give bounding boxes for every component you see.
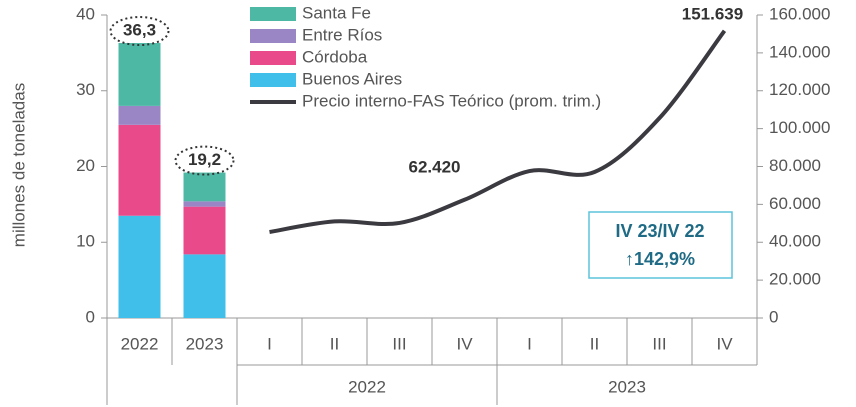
x-tick-label: III bbox=[652, 334, 666, 353]
annotation-text: ↑142,9% bbox=[625, 249, 695, 269]
legend-swatch bbox=[250, 29, 296, 43]
y-tick-label: 40 bbox=[76, 4, 95, 23]
x-tick-label: II bbox=[330, 334, 339, 353]
bar-segment bbox=[118, 43, 161, 106]
y-tick-label: 20 bbox=[76, 156, 95, 175]
x-tick-label: I bbox=[267, 334, 272, 353]
x-group-label: 2022 bbox=[348, 377, 386, 396]
legend-label: Córdoba bbox=[302, 47, 368, 66]
y-tick-label: 30 bbox=[76, 80, 95, 99]
value-label: 62.420 bbox=[409, 157, 461, 176]
legend-swatch bbox=[250, 73, 296, 87]
legend-label: Buenos Aires bbox=[302, 69, 402, 88]
annotation-box bbox=[588, 211, 733, 279]
bar-segment bbox=[183, 206, 226, 255]
line bbox=[269, 29, 727, 234]
legend-swatch bbox=[250, 7, 296, 21]
y2-tick-label: 160.000 bbox=[769, 4, 830, 23]
x-tick-label: IV bbox=[716, 334, 733, 353]
legend-label: Precio interno-FAS Teórico (prom. trim.) bbox=[302, 91, 601, 110]
x-tick-label: I bbox=[527, 334, 532, 353]
y-tick-label: 10 bbox=[76, 232, 95, 251]
bar-segment bbox=[183, 254, 226, 318]
y2-tick-label: 20.000 bbox=[769, 270, 821, 289]
y2-tick-label: 0 bbox=[769, 307, 778, 326]
y2-tick-label: 60.000 bbox=[769, 194, 821, 213]
bar-segment bbox=[118, 215, 161, 318]
legend-swatch bbox=[250, 51, 296, 65]
x-tick-label: III bbox=[392, 334, 406, 353]
bar-segment bbox=[118, 124, 161, 216]
total-marker bbox=[109, 16, 170, 47]
bar-segment bbox=[118, 105, 161, 125]
y2-tick-label: 100.000 bbox=[769, 118, 830, 137]
bar-segment bbox=[183, 201, 226, 207]
bar-segment bbox=[183, 172, 226, 202]
total-label: 36,3 bbox=[123, 21, 156, 40]
y2-tick-label: 80.000 bbox=[769, 156, 821, 175]
x-tick-label: II bbox=[590, 334, 599, 353]
annotation-title: IV 23/IV 22 bbox=[615, 221, 704, 241]
y2-tick-label: 120.000 bbox=[769, 80, 830, 99]
x-tick-label: 2022 bbox=[121, 334, 159, 353]
y-axis-label: millones de toneladas bbox=[9, 83, 28, 247]
y2-tick-label: 140.000 bbox=[769, 42, 830, 61]
x-tick-label: IV bbox=[456, 334, 473, 353]
y-tick-label: 0 bbox=[86, 307, 95, 326]
total-label: 19,2 bbox=[188, 150, 221, 169]
value-label: 151.639 bbox=[682, 4, 743, 23]
legend-label: Santa Fe bbox=[302, 3, 371, 22]
total-marker bbox=[174, 145, 235, 176]
x-tick-label: 2023 bbox=[186, 334, 224, 353]
y2-tick-label: 40.000 bbox=[769, 232, 821, 251]
x-group-label: 2023 bbox=[608, 377, 646, 396]
legend-label: Entre Ríos bbox=[302, 25, 382, 44]
